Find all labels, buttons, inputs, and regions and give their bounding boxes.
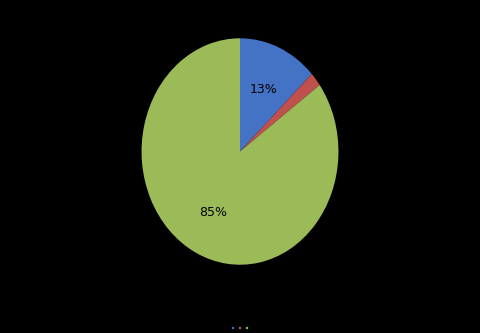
Legend: , , : , , <box>232 327 248 329</box>
Text: 13%: 13% <box>250 83 277 96</box>
Text: 85%: 85% <box>199 205 227 218</box>
Wedge shape <box>142 38 338 265</box>
Wedge shape <box>240 74 320 152</box>
Wedge shape <box>240 38 312 152</box>
